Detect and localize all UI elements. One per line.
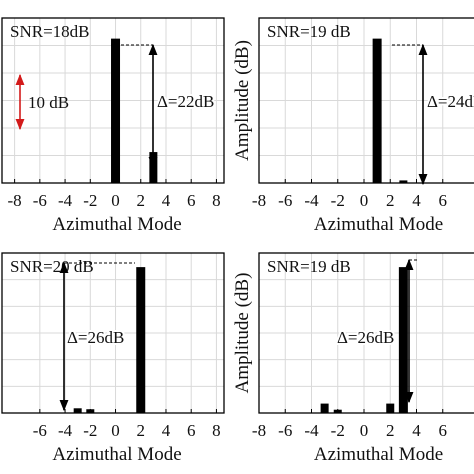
x-tick-label: -6 [33,191,47,210]
x-tick-label: -4 [304,191,319,210]
x-tick-label: 6 [439,191,448,210]
x-tick-label: -6 [33,421,47,440]
x-tick-label: 0 [360,191,369,210]
delta-annotation: Δ=26dB [67,328,124,347]
x-tick-label: -2 [331,191,345,210]
x-tick-label: 4 [412,191,421,210]
x-tick-label: 4 [162,191,171,210]
x-axis-label: Azimuthal Mode [52,214,181,235]
snr-label: SNR=18dB [10,22,90,41]
x-axis-label: Azimuthal Mode [314,214,443,235]
x-tick-label: -4 [58,191,73,210]
x-tick-label: 2 [137,421,146,440]
y-axis-label: Amplitude (dB) [232,40,253,161]
x-tick-label: 0 [360,421,369,440]
x-tick-label: 6 [439,421,448,440]
bar [399,180,408,183]
bar [333,409,342,413]
x-tick-label: 6 [187,421,196,440]
x-tick-label: -4 [304,421,319,440]
snr-label: SNR=19 dB [267,257,351,276]
x-tick-label: -8 [252,191,266,210]
delta-annotation: Δ=22dB [157,92,214,111]
snr-label: SNR=19 dB [267,22,351,41]
x-tick-label: 8 [212,421,221,440]
x-tick-label: -6 [278,191,292,210]
x-tick-label: 4 [412,421,421,440]
delta-annotation: Δ=24dB [427,92,474,111]
delta-annotation: Δ=26dB [337,328,394,347]
x-tick-label: -6 [278,421,292,440]
x-axis-label: Azimuthal Mode [52,444,181,465]
plot-frame [258,252,474,414]
bar [111,38,121,183]
x-tick-label: -4 [58,421,73,440]
x-tick-label: 2 [386,191,395,210]
x-tick-label: 0 [111,421,120,440]
scale-label: 10 dB [28,93,69,112]
bar [73,408,82,413]
bar [386,403,395,413]
x-tick-label: 2 [137,191,146,210]
bar [86,409,95,413]
bar [372,38,382,183]
x-tick-label: 8 [212,191,221,210]
x-tick-label: -8 [8,191,22,210]
x-tick-label: 6 [187,191,196,210]
x-tick-label: -2 [83,191,97,210]
snr-label: SNR=20 dB [10,257,94,276]
x-tick-label: -8 [252,421,266,440]
bar [320,403,329,413]
y-axis-label: Amplitude (dB) [232,273,253,394]
x-tick-label: 2 [386,421,395,440]
x-tick-label: -2 [83,421,97,440]
x-tick-label: -2 [331,421,345,440]
bar [398,267,408,413]
x-tick-label: 4 [162,421,171,440]
bar [136,267,146,413]
x-tick-label: 0 [111,191,120,210]
plot-frame [1,252,225,414]
x-axis-label: Azimuthal Mode [314,444,443,465]
